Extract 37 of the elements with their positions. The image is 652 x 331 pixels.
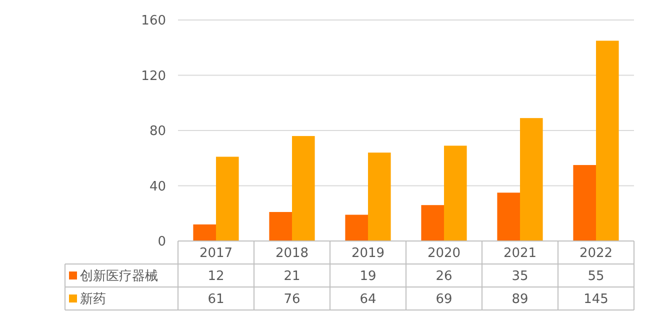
bar xyxy=(421,205,444,241)
x-tick-label: 2022 xyxy=(579,246,613,262)
data-label: 26 xyxy=(436,269,452,284)
x-tick-label: 2021 xyxy=(503,246,537,262)
bar xyxy=(216,156,239,241)
data-label: 19 xyxy=(360,269,376,284)
bar xyxy=(269,212,292,241)
x-tick-label: 2017 xyxy=(199,246,233,262)
data-label: 35 xyxy=(512,269,528,284)
data-label: 21 xyxy=(284,269,300,284)
data-label: 89 xyxy=(512,292,528,308)
x-tick-label: 2020 xyxy=(427,246,461,262)
bar xyxy=(345,214,368,241)
bar xyxy=(497,192,520,241)
y-tick-label: 120 xyxy=(141,68,166,84)
y-tick-label: 80 xyxy=(149,124,166,140)
bar xyxy=(520,118,543,241)
x-tick-label: 2018 xyxy=(275,246,309,262)
data-label: 145 xyxy=(584,292,608,308)
legend-label: 新药 xyxy=(80,292,106,308)
bar xyxy=(444,146,467,241)
bar xyxy=(193,224,216,241)
bar xyxy=(596,40,619,241)
x-tick-label: 2019 xyxy=(351,246,385,262)
y-tick-label: 160 xyxy=(141,14,166,29)
data-label: 69 xyxy=(436,292,452,308)
y-tick-label: 40 xyxy=(149,179,166,194)
bar xyxy=(292,136,315,241)
legend-label: 创新医疗器械 xyxy=(80,269,158,284)
data-label: 64 xyxy=(360,292,376,308)
bar xyxy=(573,165,596,241)
data-label: 55 xyxy=(588,269,604,284)
data-label: 76 xyxy=(284,292,300,308)
bar xyxy=(368,152,391,241)
y-tick-label: 0 xyxy=(158,234,166,250)
data-label: 12 xyxy=(208,269,224,284)
data-label: 61 xyxy=(208,292,224,308)
